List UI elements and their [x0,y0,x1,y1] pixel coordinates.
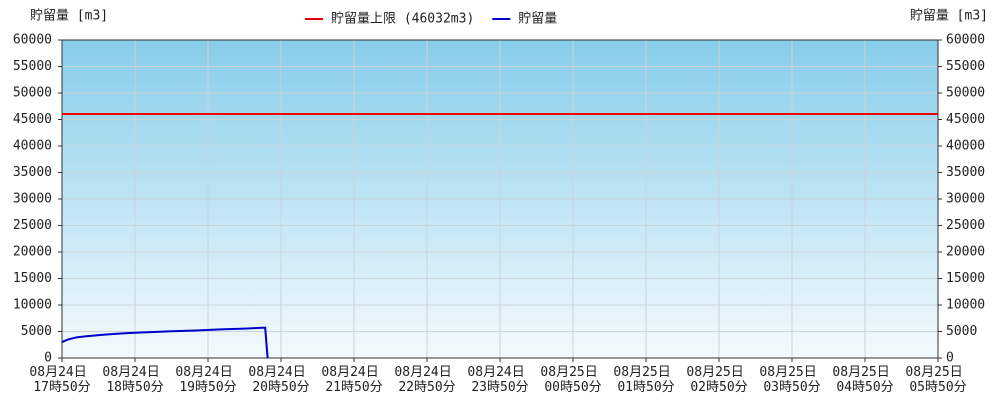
y-tick-label: 50000 [13,86,52,101]
y2-tick-label: 5000 [946,324,977,339]
y-tick-label: 0 [44,351,52,366]
x-tick-label: 08月24日 20時50分 [248,365,313,395]
y2-tick-label: 55000 [946,59,985,74]
y-tick-label: 5000 [21,324,52,339]
y2-tick-label: 15000 [946,271,985,286]
x-tick-label: 08月25日 01時50分 [613,365,678,395]
y2-tick-label: 25000 [946,218,985,233]
y2-tick-label: 35000 [946,165,985,180]
legend-label: 貯留量上限 (46032m3) [331,12,474,27]
x-tick-label: 08月24日 19時50分 [175,365,240,395]
y-axis-label: 貯留量 [m3] [30,9,108,24]
x-tick-label: 08月25日 04時50分 [832,365,897,395]
x-tick-label: 08月24日 23時50分 [467,365,532,395]
x-tick-label: 08月25日 00時50分 [540,365,605,395]
y-tick-label: 20000 [13,245,52,260]
y2-tick-label: 60000 [946,33,985,48]
legend-label: 貯留量 [518,12,557,27]
y-tick-label: 15000 [13,271,52,286]
x-tick-label: 08月24日 22時50分 [394,365,459,395]
y-tick-label: 55000 [13,59,52,74]
x-tick-label: 08月24日 18時50分 [102,365,167,395]
y-tick-label: 10000 [13,298,52,313]
x-tick-label: 08月25日 05時50分 [905,365,970,395]
y-tick-label: 60000 [13,33,52,48]
y2-axis-label: 貯留量 [m3] [910,9,988,24]
y2-tick-label: 45000 [946,112,985,127]
y2-tick-label: 10000 [946,298,985,313]
y-tick-label: 45000 [13,112,52,127]
y-tick-label: 35000 [13,165,52,180]
y2-tick-label: 40000 [946,139,985,154]
y2-tick-label: 50000 [946,86,985,101]
x-tick-label: 08月25日 03時50分 [759,365,824,395]
plot-border [61,39,939,359]
x-tick-label: 08月24日 17時50分 [29,365,94,395]
y-tick-label: 40000 [13,139,52,154]
x-tick-label: 08月24日 21時50分 [321,365,386,395]
y-tick-label: 30000 [13,192,52,207]
y2-tick-label: 20000 [946,245,985,260]
y-tick-label: 25000 [13,218,52,233]
y2-tick-label: 0 [946,351,954,366]
y2-tick-label: 30000 [946,192,985,207]
series-line [61,326,269,359]
x-tick-label: 08月25日 02時50分 [686,365,751,395]
